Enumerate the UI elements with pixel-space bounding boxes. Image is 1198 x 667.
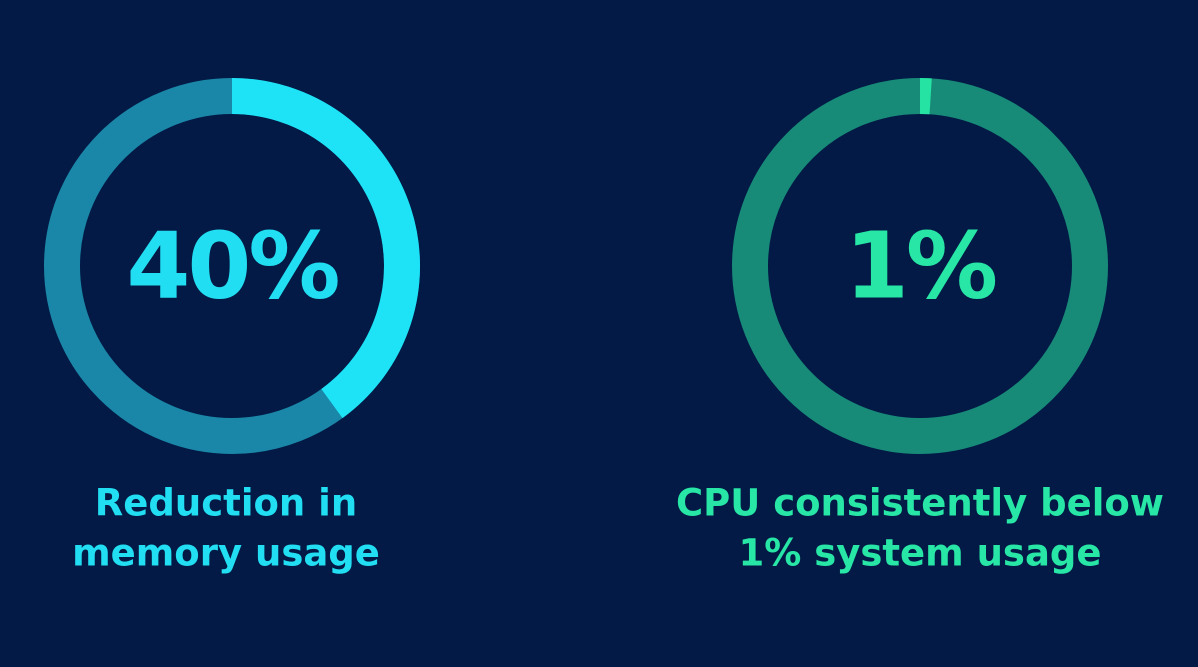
center-value: 1%: [845, 212, 996, 319]
center-value: 40%: [126, 212, 338, 319]
caption: CPU consistently below: [676, 482, 1164, 525]
caption: memory usage: [72, 532, 380, 575]
caption: 1% system usage: [739, 532, 1102, 575]
caption: Reduction in: [95, 482, 357, 525]
donut-arc: [231, 78, 420, 419]
